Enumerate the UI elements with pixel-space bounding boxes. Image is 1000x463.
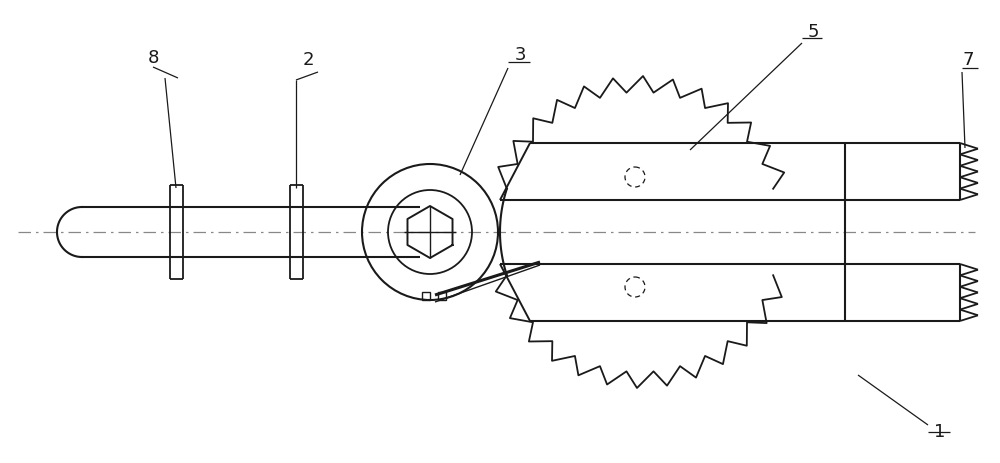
Text: 1: 1 — [934, 423, 946, 441]
Text: 3: 3 — [514, 46, 526, 64]
Text: 7: 7 — [962, 51, 974, 69]
Text: 2: 2 — [302, 51, 314, 69]
Text: 5: 5 — [807, 23, 819, 41]
Bar — [438, 292, 446, 300]
Text: 8: 8 — [147, 49, 159, 67]
Bar — [422, 292, 430, 300]
